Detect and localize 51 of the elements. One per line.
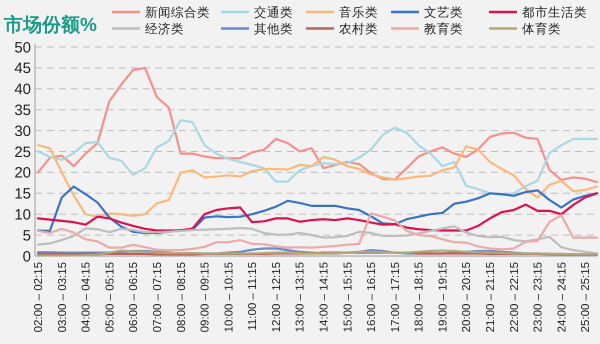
legend-label: 经济类 [145,22,184,36]
legend-label: 音乐类 [339,5,378,20]
x-tick-label: 21:00 – 21:15 [484,262,497,332]
x-tick-label: 09:00 – 09:15 [200,262,212,332]
y-tick-label: 0 [22,248,31,266]
line-series [36,119,598,196]
y-tick-label: 35 [14,102,31,119]
x-tick-label: 12:00 – 12:15 [270,262,283,332]
x-tick-label: 03:00 – 03:15 [56,262,69,332]
x-tick-label: 02:00 – 02:15 [33,262,46,332]
x-tick-label: 13:00 – 13:15 [294,262,307,332]
x-tick-label: 08:00 – 08:15 [176,262,188,332]
x-tick-label: 19:00 – 19:15 [437,262,450,332]
y-tick-label: 5 [22,227,31,244]
y-tick-label: 20 [14,164,31,182]
legend-label: 都市生活类 [522,5,587,20]
x-tick-label: 20:00 – 20:15 [461,262,474,332]
y-tick-label: 50 [14,39,31,56]
legend-label: 新闻综合类 [145,5,210,20]
y-tick-label: 45 [14,60,31,78]
x-tick-label: 04:00 – 04:15 [80,262,93,332]
legend-label: 文艺类 [424,5,463,20]
legend-label: 其他类 [254,22,293,36]
x-tick-label: 05:00 – 05:15 [104,262,116,332]
x-tick-label: 25:00 – 25:15 [580,262,592,332]
y-tick-label: 25 [14,144,31,161]
x-tick-label: 22:00 – 22:15 [508,262,521,332]
legend-label: 交通类 [254,4,293,20]
x-tick-label: 18:00 – 18:15 [414,262,426,332]
legend-label: 教育类 [424,20,463,36]
x-tick-label: 14:00 – 14:15 [318,262,330,332]
legend-label: 体育类 [522,20,561,36]
x-tick-label: 15:00 – 15:15 [342,262,354,332]
y-tick-label: 15 [14,186,31,203]
x-tick-label: 16:00 – 16:15 [366,262,378,332]
chart-title: 市场份额% [3,14,97,36]
line-series [36,192,598,232]
line-series [36,212,598,252]
x-tick-label: 07:00 – 07:15 [152,262,164,332]
line-series [36,66,598,184]
x-tick-label: 23:00 – 23:15 [532,262,545,332]
x-tick-label: 10:00 – 10:15 [223,262,236,332]
y-tick-label: 10 [14,206,31,224]
y-tick-label: 30 [14,122,31,140]
x-tick-label: 11:00 – 11:15 [247,262,260,331]
y-tick-label: 40 [14,81,31,98]
x-tick-label: 24:00 – 24:15 [556,262,568,332]
x-tick-label: 17:00 – 17:15 [390,262,402,332]
line-series [36,144,598,218]
x-tick-label: 06:00 – 06:15 [128,262,140,332]
legend-label: 农村类 [339,22,378,36]
